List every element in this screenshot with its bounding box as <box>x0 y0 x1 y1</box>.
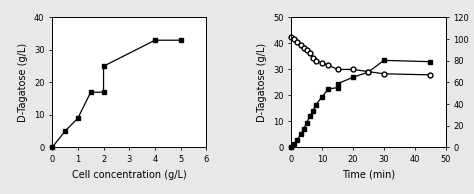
X-axis label: Cell concentration (g/L): Cell concentration (g/L) <box>72 170 187 180</box>
X-axis label: Time (min): Time (min) <box>342 170 395 180</box>
Y-axis label: D-Tagatose (g/L): D-Tagatose (g/L) <box>257 43 267 122</box>
Y-axis label: D-Tagatose (g/L): D-Tagatose (g/L) <box>18 43 28 122</box>
